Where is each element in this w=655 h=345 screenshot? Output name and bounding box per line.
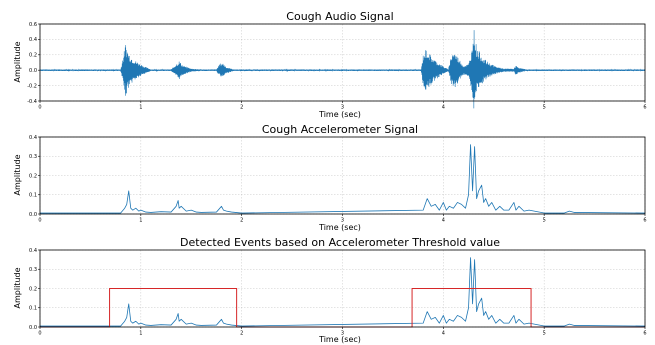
x-tick-label: 3 [341,218,344,224]
y-tick-label: 0.4 [29,135,37,141]
panel-accelerometer-ticks: 0 1 2 3 4 5 6 0.0 0.1 0.2 0.3 0.4 [29,135,647,224]
panel-events-ticks: 0 1 2 3 4 5 6 0.0 0.1 0.2 0.3 0.4 [29,248,647,337]
accelerometer-line [40,257,646,327]
panel-audio-title: Cough Audio Signal [286,10,393,23]
y-tick-label: 0.2 [29,173,37,179]
y-tick-label: 0.6 [29,22,37,28]
y-tick-label: 0.2 [29,53,37,59]
panel-accelerometer: Cough Accelerometer Signal 0 1 2 3 4 5 6 0.0 0.1… [13,123,647,232]
x-tick-label: 2 [240,331,243,337]
x-tick-label: 4 [442,218,445,224]
x-tick-label: 3 [341,331,344,337]
y-tick-label: 0.4 [29,248,37,254]
y-tick-label: 0.0 [29,68,37,74]
y-tick-label: 0.2 [29,286,37,292]
x-tick-label: 4 [442,331,445,337]
x-tick-label: 4 [442,105,445,111]
panel-audio-ylabel: Amplitude [13,41,22,82]
panel-audio-xlabel: Time (sec) [318,110,361,119]
x-tick-label: 0 [38,105,41,111]
panel-accelerometer-grid [39,136,646,215]
x-tick-label: 2 [240,105,243,111]
accelerometer-line [40,144,646,214]
x-tick-label: 5 [543,331,546,337]
x-tick-label: 6 [643,105,646,111]
panel-accelerometer-ylabel: Amplitude [13,154,22,195]
panel-events-title: Detected Events based on Accelerometer T… [180,236,500,249]
x-tick-label: 3 [341,105,344,111]
x-tick-label: 1 [139,331,142,337]
y-tick-label: 0.1 [29,193,37,199]
y-tick-label: -0.2 [27,83,37,89]
panel-accelerometer-title: Cough Accelerometer Signal [262,123,418,136]
panel-events-ylabel: Amplitude [13,267,22,308]
y-tick-label: 0.4 [29,37,37,43]
y-tick-label: 0.3 [29,267,37,273]
x-tick-label: 6 [643,331,646,337]
panel-audio-ticks: 0 1 2 3 4 5 6 -0.4 -0.2 0.0 0.2 0.4 0.6 [27,22,646,111]
panel-events-xlabel: Time (sec) [318,335,361,344]
y-tick-label: 0.0 [29,212,37,218]
panel-audio: Cough Audio Signal 0 1 2 3 4 5 6 -0.4 -0.2 0.0 0.2… [13,10,647,119]
audio-waveform-line [39,30,646,109]
x-tick-label: 5 [543,105,546,111]
panel-accelerometer-xlabel: Time (sec) [318,223,361,232]
y-tick-label: 0.0 [29,325,37,331]
y-tick-label: 0.1 [29,306,37,312]
x-tick-label: 5 [543,218,546,224]
panel-events: Detected Events based on Accelerometer T… [13,236,647,344]
x-tick-label: 6 [643,218,646,224]
panel-audio-plot [39,30,646,109]
x-tick-label: 2 [240,218,243,224]
y-tick-label: -0.4 [27,99,37,105]
x-tick-label: 1 [139,105,142,111]
x-tick-label: 1 [139,218,142,224]
panel-accelerometer-plot [40,144,646,214]
y-tick-label: 0.3 [29,154,37,160]
x-tick-label: 0 [38,218,41,224]
x-tick-label: 0 [38,331,41,337]
